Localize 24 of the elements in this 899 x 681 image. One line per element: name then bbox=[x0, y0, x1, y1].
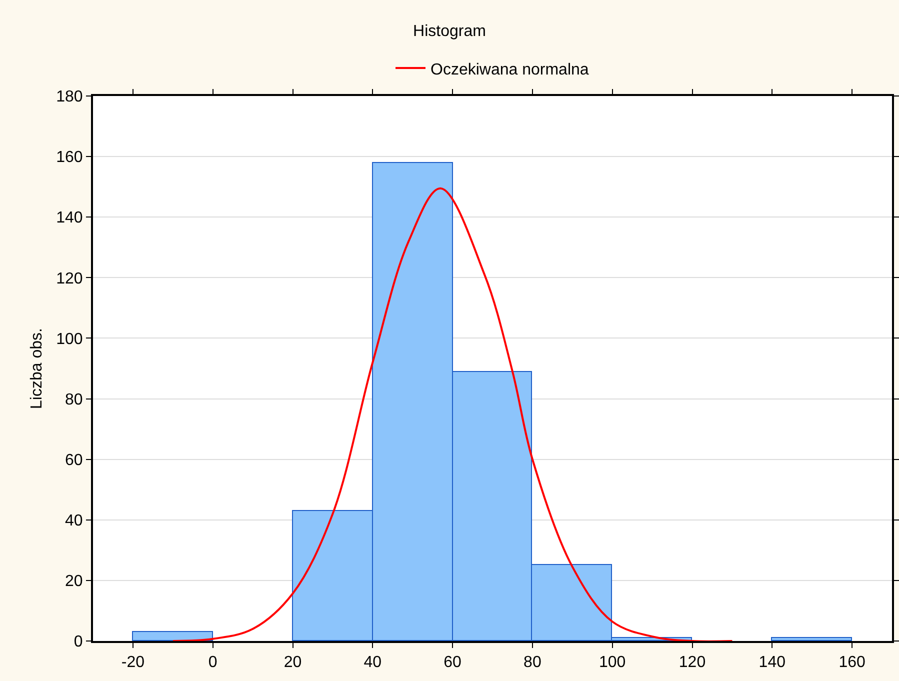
legend-label: Oczekiwana normalna bbox=[430, 61, 589, 78]
x-tick-label: 0 bbox=[208, 654, 218, 672]
y-tick-label: 20 bbox=[65, 573, 83, 590]
x-tick-label: 100 bbox=[599, 654, 626, 672]
chart-title: Histogram bbox=[413, 23, 486, 40]
y-axis-title: Liczba obs. bbox=[28, 328, 46, 409]
x-tick-label: 60 bbox=[444, 654, 462, 672]
x-tick-label: 40 bbox=[364, 654, 382, 672]
line-series bbox=[172, 187, 734, 641]
x-tick-label: 80 bbox=[524, 654, 542, 672]
y-tick-label: 120 bbox=[56, 270, 83, 288]
y-tick-label: 0 bbox=[74, 634, 83, 651]
x-tick-label: 160 bbox=[838, 654, 866, 672]
y-tick-label: 160 bbox=[56, 149, 83, 166]
y-tick-label: 140 bbox=[56, 210, 83, 227]
x-tick-label: 140 bbox=[758, 654, 786, 672]
x-tick-label: -20 bbox=[121, 654, 145, 672]
y-tick-label: 100 bbox=[56, 330, 83, 348]
y-tick-label: 180 bbox=[56, 88, 83, 106]
y-tick-label: 40 bbox=[65, 512, 83, 530]
y-tick-label: 60 bbox=[65, 452, 83, 469]
x-tick-label: 20 bbox=[284, 654, 302, 672]
x-tick-label: 120 bbox=[678, 654, 706, 672]
y-tick-label: 80 bbox=[65, 391, 83, 408]
